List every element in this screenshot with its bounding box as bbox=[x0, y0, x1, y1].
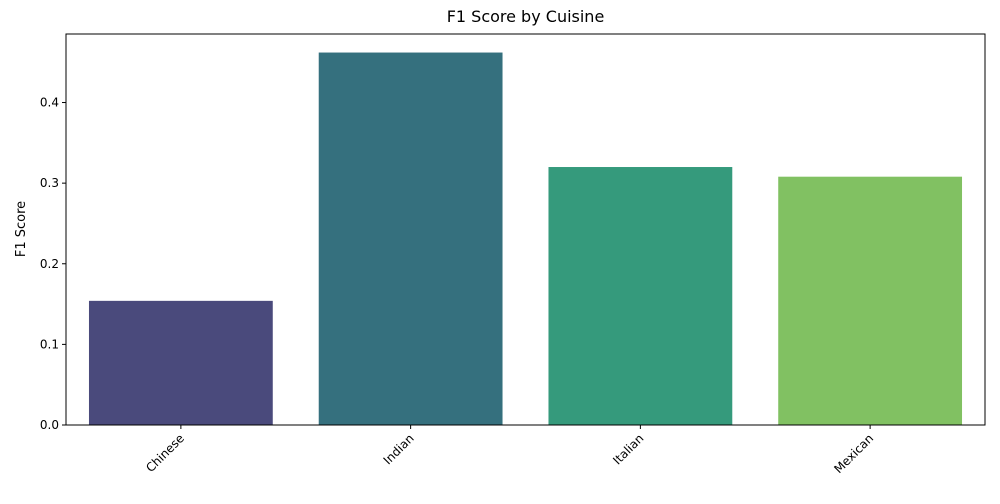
bar-italian bbox=[548, 167, 733, 425]
y-tick-label: 0.4 bbox=[40, 96, 59, 110]
y-axis-label: F1 Score bbox=[14, 201, 29, 257]
x-tick-label: Chinese bbox=[143, 431, 187, 475]
x-tick-label: Indian bbox=[381, 431, 417, 467]
x-tick-label: Italian bbox=[610, 431, 646, 467]
plot-frame bbox=[65, 33, 986, 426]
y-tick-label: 0.2 bbox=[40, 257, 59, 271]
chart-title: F1 Score by Cuisine bbox=[447, 7, 605, 26]
x-axis-ticks: Chinese Indian Italian Mexican bbox=[143, 425, 876, 476]
y-tick-label: 0.1 bbox=[40, 337, 59, 351]
bar-chinese bbox=[88, 300, 273, 425]
bar-indian bbox=[318, 52, 503, 425]
y-tick-label: 0.3 bbox=[40, 176, 59, 190]
y-tick-label: 0.0 bbox=[40, 418, 59, 432]
y-axis-ticks: 0.0 0.1 0.2 0.3 0.4 bbox=[40, 96, 66, 432]
x-tick-label: Mexican bbox=[831, 431, 876, 476]
bar-mexican bbox=[778, 176, 963, 425]
bars-group bbox=[88, 52, 963, 425]
